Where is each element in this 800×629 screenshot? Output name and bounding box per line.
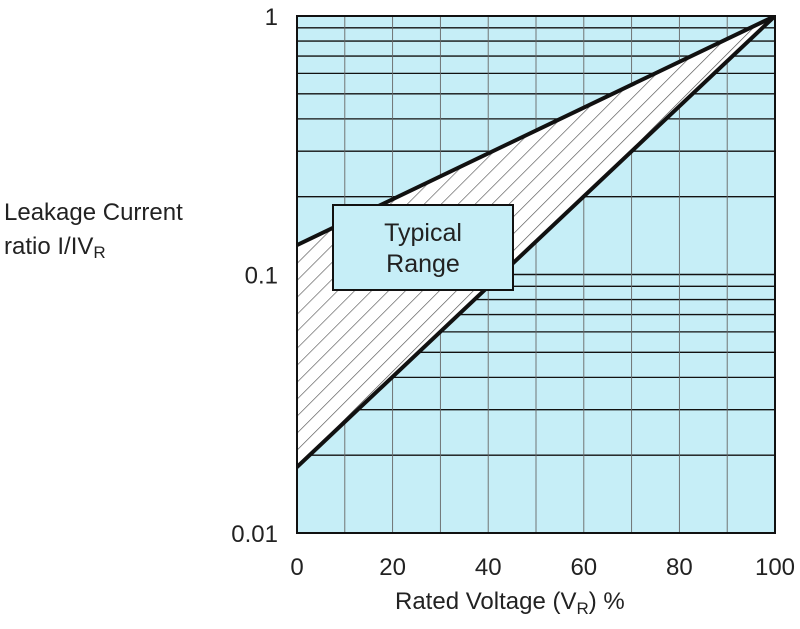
typical-range-label-line1: Typical: [384, 219, 462, 247]
x-tick-label: 40: [475, 554, 502, 581]
typical-range-label: Typical Range: [332, 204, 514, 291]
x-tick-label: 80: [666, 554, 693, 581]
lower-boundary-line: [297, 16, 775, 470]
plot-frame: [296, 15, 776, 534]
x-tick-label: 60: [570, 554, 597, 581]
typical-range-label-line2: Range: [386, 250, 460, 278]
y-axis-label-line1: Leakage Current: [4, 199, 183, 226]
y-tick-label: 0.01: [231, 521, 278, 548]
x-tick-label: 0: [290, 554, 303, 581]
y-tick-label: 1: [265, 4, 278, 31]
tick-labels: 0 20 40 60 80 100 0.01 0.1 1: [231, 4, 795, 581]
y-tick-label: 0.1: [245, 263, 278, 290]
x-axis-label: Rated Voltage (VR) %: [395, 588, 625, 618]
x-tick-label: 100: [755, 554, 795, 581]
y-axis-label: Leakage Current ratio I/IVR: [4, 196, 183, 270]
x-tick-label: 20: [379, 554, 406, 581]
y-axis-label-line2: ratio I/IVR: [4, 233, 106, 262]
